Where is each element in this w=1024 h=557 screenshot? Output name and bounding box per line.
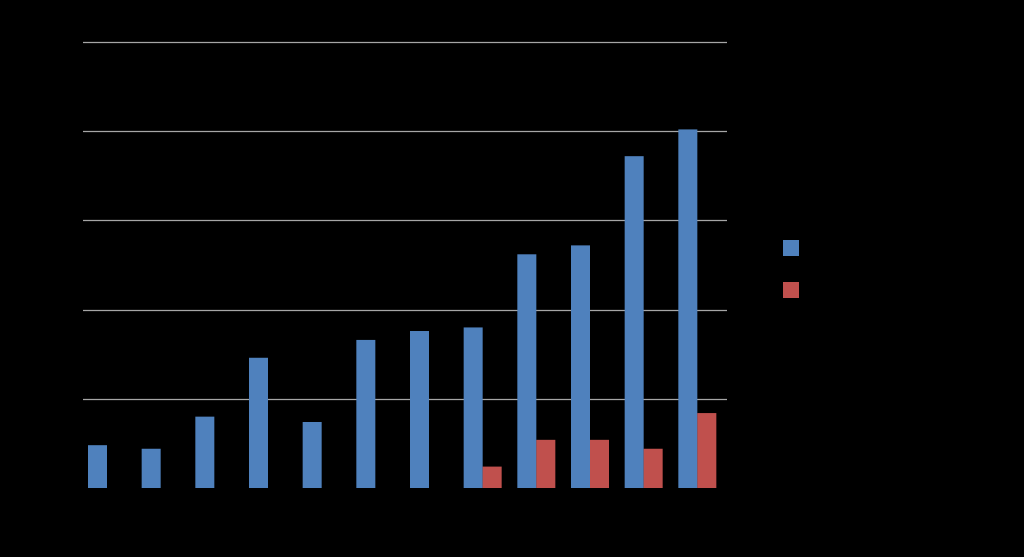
- bar-series-2: [643, 448, 663, 488]
- bar-series-1: [249, 357, 268, 488]
- bar-series-1: [624, 156, 644, 488]
- bar-series-2: [590, 439, 609, 488]
- legend: [783, 240, 799, 298]
- legend-swatch-series-2: [783, 282, 799, 298]
- bar-series-1: [410, 331, 429, 488]
- bar-series-1: [88, 445, 107, 488]
- bar-series-1: [517, 254, 537, 488]
- bar-series-1: [302, 421, 322, 488]
- bars: [88, 129, 717, 488]
- bar-series-1: [571, 245, 590, 488]
- gridlines: [83, 41, 727, 401]
- bar-series-1: [195, 416, 215, 488]
- bar-series-2: [697, 413, 717, 488]
- bar-series-1: [678, 129, 698, 488]
- bar-series-2: [482, 466, 502, 488]
- bar-series-1: [141, 448, 161, 488]
- bar-series-1: [356, 339, 376, 488]
- bar-series-1: [463, 327, 483, 488]
- bar-series-2: [536, 439, 556, 488]
- legend-swatch-series-1: [783, 240, 799, 256]
